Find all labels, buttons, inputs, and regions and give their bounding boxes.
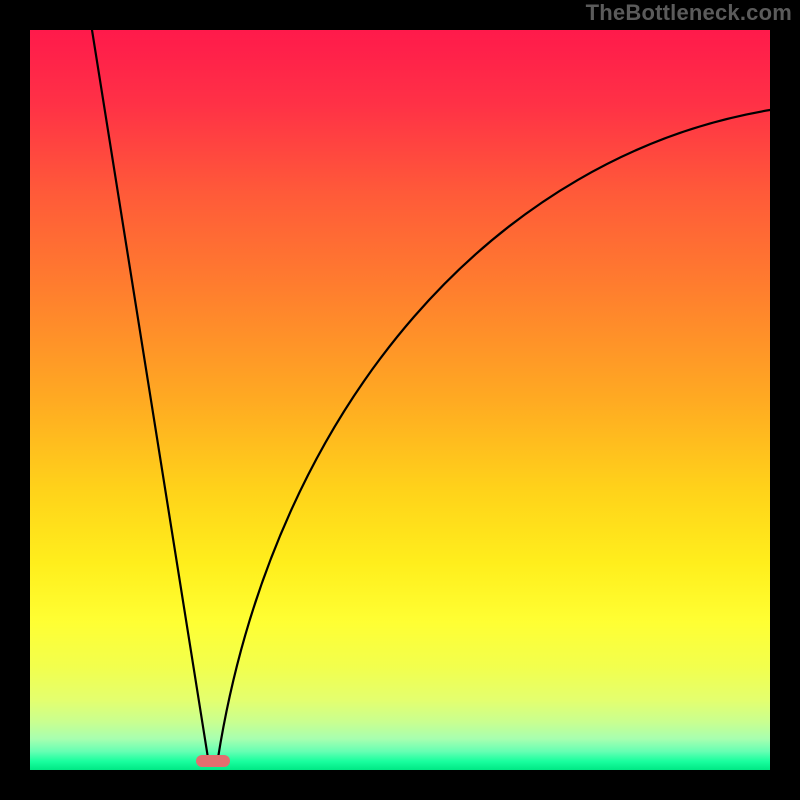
chart-frame: TheBottleneck.com (0, 0, 800, 800)
min-marker (196, 755, 230, 767)
plot-area (30, 30, 770, 770)
curve-right (218, 110, 770, 758)
curve-layer (30, 30, 770, 770)
curve-left (92, 30, 208, 758)
watermark-text: TheBottleneck.com (586, 0, 792, 26)
